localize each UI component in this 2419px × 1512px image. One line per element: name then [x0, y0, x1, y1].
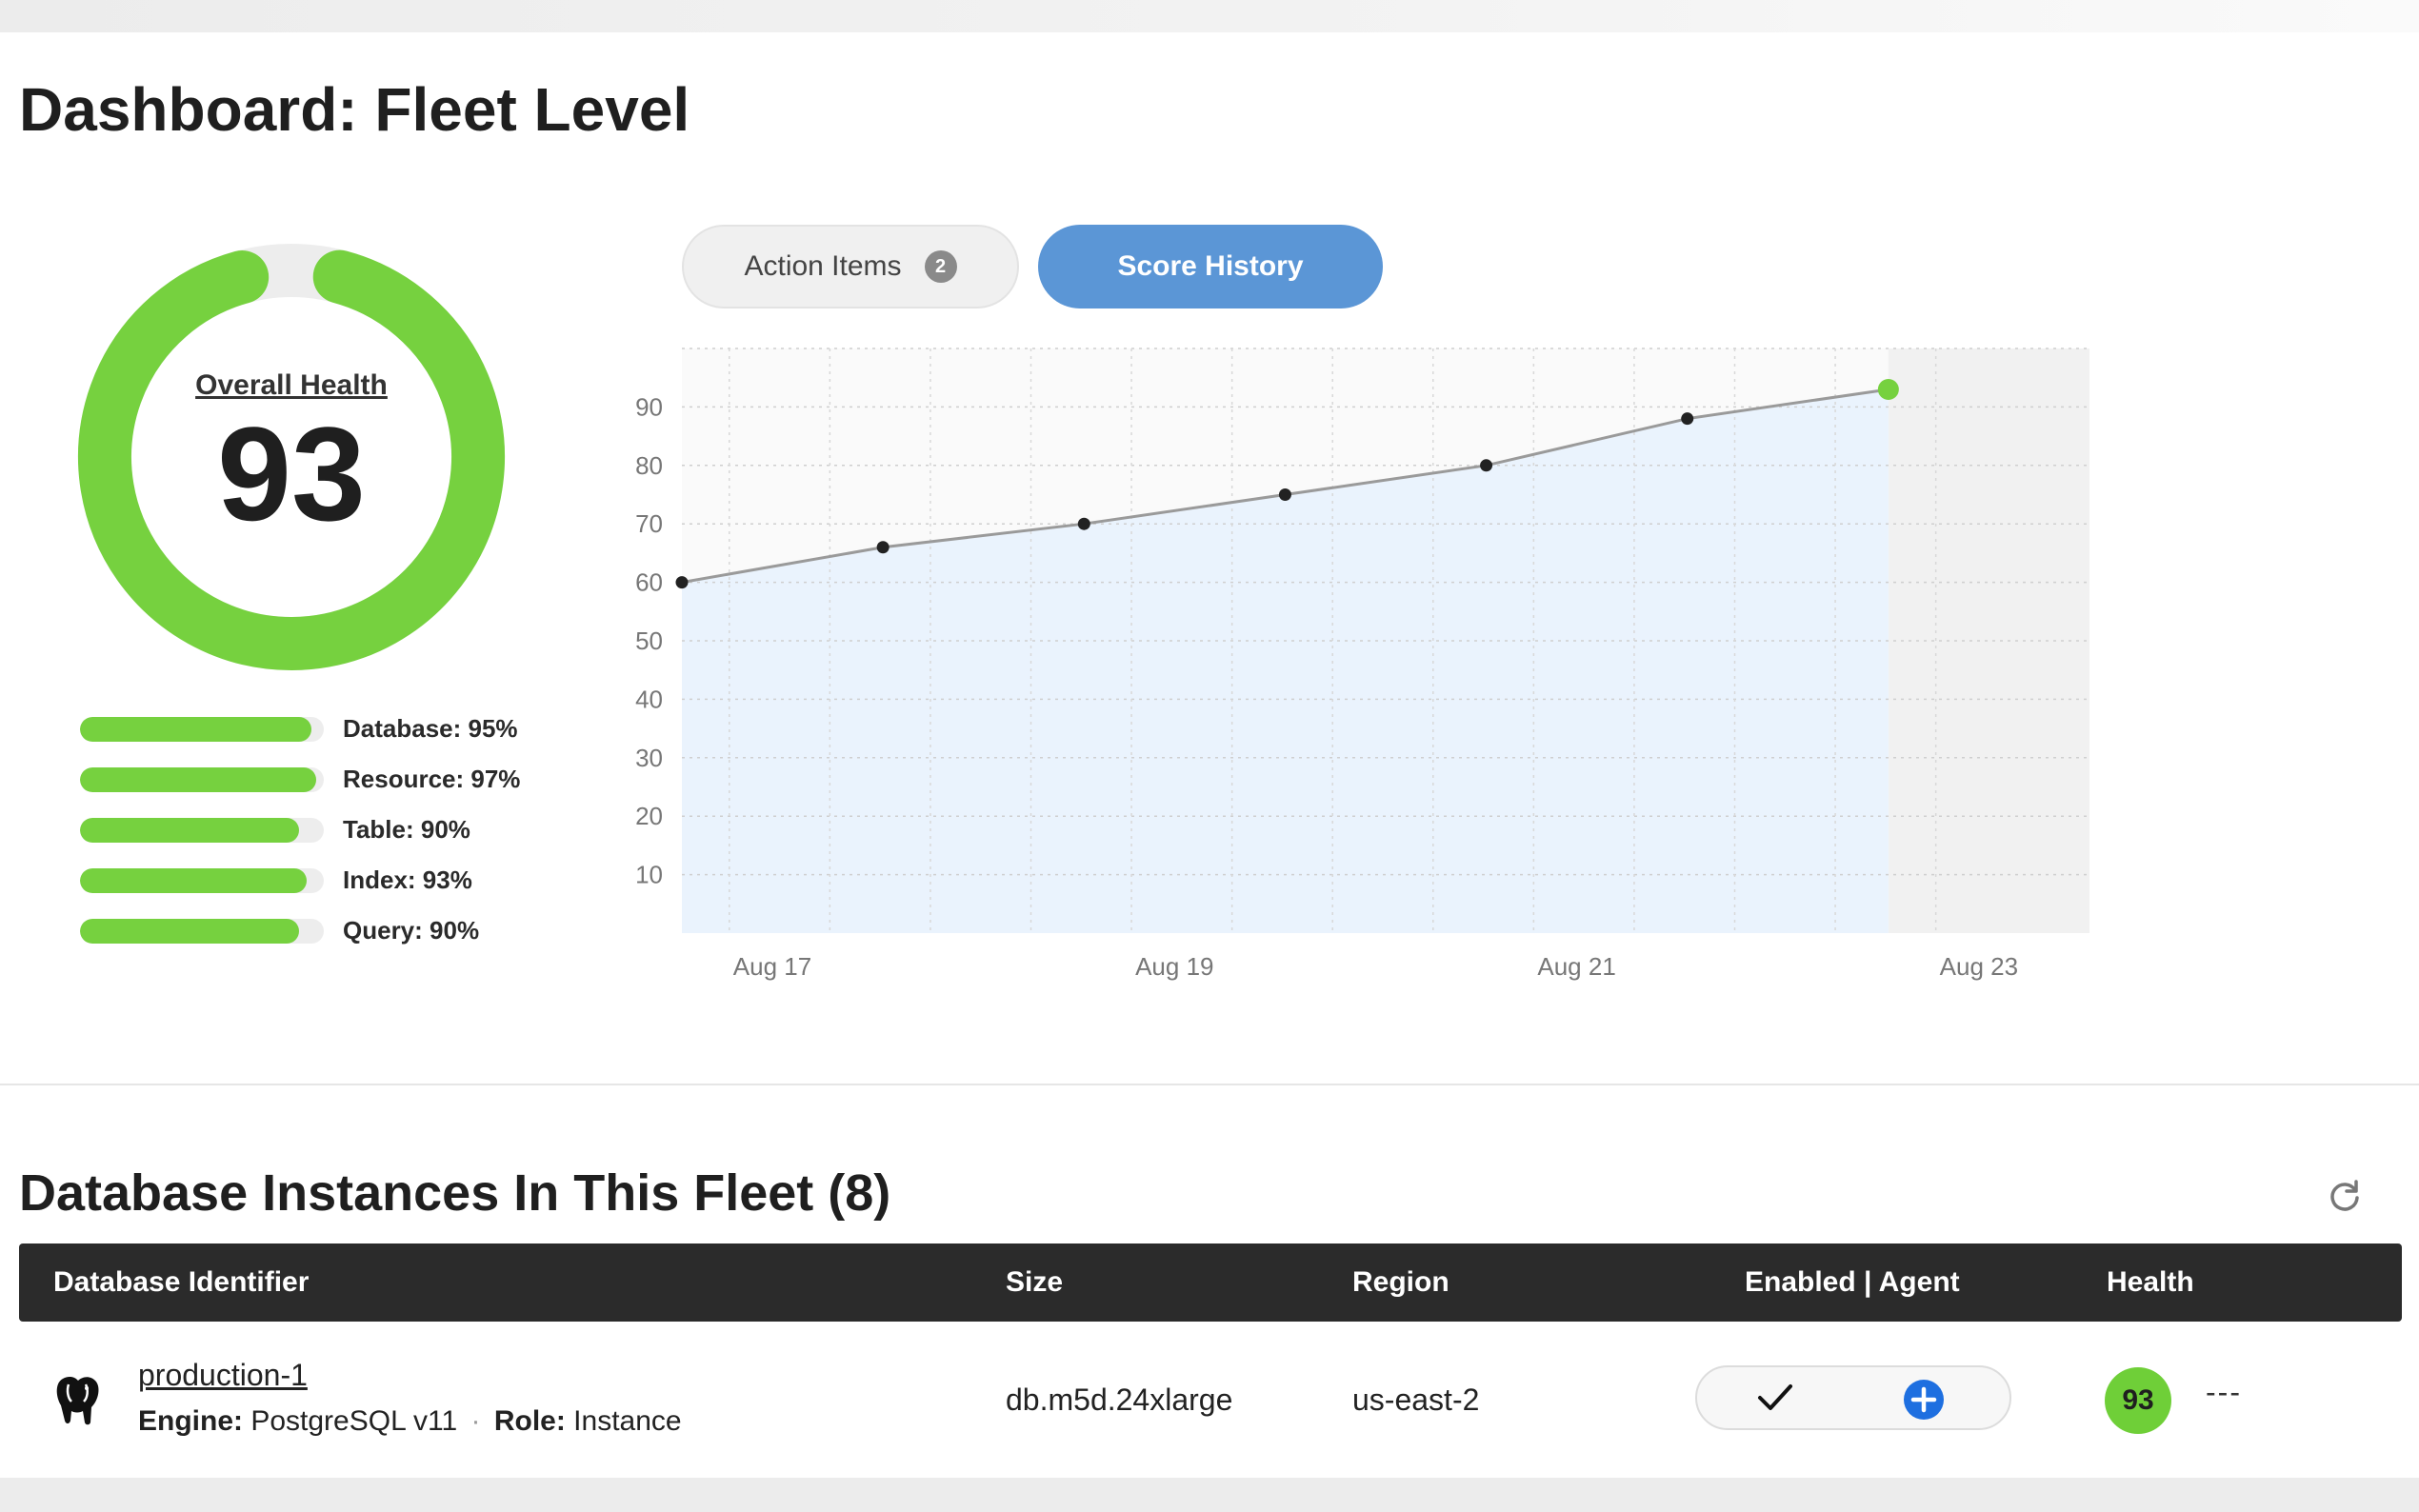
y-tick-label: 70 — [635, 509, 663, 538]
subscore-bar — [80, 767, 324, 792]
enabled-agent-toggle[interactable] — [1695, 1365, 2011, 1430]
action-items-count-badge: 2 — [924, 250, 957, 283]
y-tick-label: 10 — [635, 861, 663, 889]
subscore-label: Index: 93% — [343, 865, 472, 894]
subscore-bar — [80, 818, 324, 843]
role-value: Instance — [573, 1405, 682, 1437]
score-point — [1077, 517, 1090, 530]
x-tick-label: Aug 17 — [733, 952, 811, 981]
role-label: Role: — [493, 1405, 566, 1437]
section-divider — [0, 1084, 2419, 1085]
y-tick-label: 60 — [635, 568, 663, 597]
subscore-label: Query: 90% — [343, 916, 480, 945]
subscore-label: Resource: 97% — [343, 765, 521, 793]
bottom-bar — [0, 1478, 2419, 1512]
y-tick-label: 50 — [635, 627, 663, 655]
column-header-region[interactable]: Region — [1352, 1266, 1449, 1298]
tab-action-items-label: Action Items — [744, 250, 902, 282]
overall-health-gauge: Overall Health 93 — [72, 238, 510, 676]
instances-section-title: Database Instances In This Fleet (8) — [19, 1164, 891, 1222]
subscore-label: Table: 90% — [343, 815, 470, 844]
add-agent-icon[interactable] — [1903, 1379, 1945, 1421]
subscore-bar — [80, 717, 324, 742]
x-tick-label: Aug 21 — [1537, 952, 1615, 981]
more-options-button[interactable]: --- — [2206, 1375, 2242, 1409]
health-score-badge: 93 — [2105, 1367, 2171, 1434]
y-tick-label: 30 — [635, 744, 663, 772]
postgresql-elephant-icon — [56, 1376, 99, 1425]
overall-health-value: 93 — [217, 399, 366, 548]
x-tick-label: Aug 23 — [1940, 952, 2018, 981]
score-point — [675, 576, 689, 589]
score-history-chart: 10 20 30 40 50 60 70 80 90 Aug 17 Aug 19 Aug 21 Aug … — [635, 348, 2089, 981]
region-cell: us-east-2 — [1352, 1383, 1480, 1417]
column-header-health[interactable]: Health — [2107, 1266, 2194, 1298]
score-point — [1681, 412, 1694, 426]
size-cell: db.m5d.24xlarge — [1006, 1383, 1233, 1417]
overall-health-label: Overall Health — [195, 369, 388, 401]
subscore-bar — [80, 919, 324, 944]
engine-label: Engine: — [138, 1405, 243, 1437]
page-title: Dashboard: Fleet Level — [19, 75, 690, 144]
refresh-icon[interactable] — [2326, 1177, 2364, 1215]
latest-score-point — [1877, 378, 1899, 400]
column-header-identifier[interactable]: Database Identifier — [53, 1266, 310, 1298]
score-point — [876, 541, 890, 554]
y-tick-label: 90 — [635, 392, 663, 421]
subscore-bar — [80, 868, 324, 893]
meta-separator: · — [470, 1405, 481, 1437]
y-tick-label: 40 — [635, 685, 663, 713]
database-identifier-link[interactable]: production-1 — [138, 1358, 308, 1392]
score-point — [1278, 488, 1291, 501]
gauge-ring — [78, 244, 505, 670]
y-tick-label: 80 — [635, 451, 663, 480]
instances-table-header: Database Identifier Size Region Enabled … — [19, 1243, 2402, 1322]
score-area — [682, 388, 1889, 934]
x-tick-label: Aug 19 — [1135, 952, 1213, 981]
column-header-enabled-agent[interactable]: Enabled | Agent — [1745, 1266, 1960, 1298]
tab-score-history-label: Score History — [1117, 250, 1304, 282]
tab-score-history[interactable]: Score History — [1038, 225, 1383, 308]
score-point — [1480, 459, 1493, 472]
y-tick-label: 20 — [635, 802, 663, 830]
table-row[interactable]: production-1 Engine: PostgreSQL v11 · Ro… — [19, 1325, 2402, 1468]
gauge-arc — [78, 249, 505, 670]
top-bar — [0, 0, 2419, 32]
column-header-size[interactable]: Size — [1006, 1266, 1064, 1298]
check-icon[interactable] — [1756, 1381, 1794, 1415]
subscore-label: Database: 95% — [343, 714, 518, 743]
tab-action-items[interactable]: Action Items 2 — [682, 225, 1019, 308]
engine-value: PostgreSQL v11 — [250, 1405, 458, 1437]
database-meta: Engine: PostgreSQL v11 · Role: Instance — [138, 1405, 682, 1438]
